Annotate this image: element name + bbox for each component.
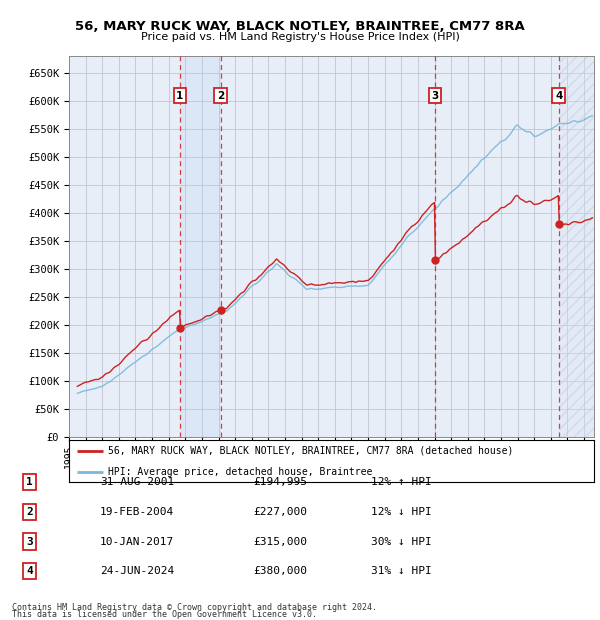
- Text: 30% ↓ HPI: 30% ↓ HPI: [371, 536, 431, 546]
- Text: Contains HM Land Registry data © Crown copyright and database right 2024.: Contains HM Land Registry data © Crown c…: [12, 603, 377, 612]
- Text: 31-AUG-2001: 31-AUG-2001: [100, 477, 175, 487]
- Text: 1: 1: [176, 91, 184, 101]
- Text: 10-JAN-2017: 10-JAN-2017: [100, 536, 175, 546]
- Text: £315,000: £315,000: [253, 536, 307, 546]
- Text: 31% ↓ HPI: 31% ↓ HPI: [371, 566, 431, 576]
- Text: This data is licensed under the Open Government Licence v3.0.: This data is licensed under the Open Gov…: [12, 609, 317, 619]
- Bar: [180, 56, 221, 437]
- Text: £227,000: £227,000: [253, 507, 307, 516]
- Text: 56, MARY RUCK WAY, BLACK NOTLEY, BRAINTREE, CM77 8RA (detached house): 56, MARY RUCK WAY, BLACK NOTLEY, BRAINTR…: [109, 446, 514, 456]
- Text: £380,000: £380,000: [253, 566, 307, 576]
- Text: HPI: Average price, detached house, Braintree: HPI: Average price, detached house, Brai…: [109, 467, 373, 477]
- Bar: [559, 56, 594, 437]
- Text: 4: 4: [555, 91, 562, 101]
- Text: 4: 4: [26, 566, 33, 576]
- Text: Price paid vs. HM Land Registry's House Price Index (HPI): Price paid vs. HM Land Registry's House …: [140, 32, 460, 42]
- Text: 1: 1: [26, 477, 33, 487]
- Text: 12% ↓ HPI: 12% ↓ HPI: [371, 507, 431, 516]
- Bar: [559, 56, 594, 437]
- Text: 19-FEB-2004: 19-FEB-2004: [100, 507, 175, 516]
- Text: £194,995: £194,995: [253, 477, 307, 487]
- Text: 12% ↑ HPI: 12% ↑ HPI: [371, 477, 431, 487]
- Text: 2: 2: [26, 507, 33, 516]
- Text: 2: 2: [217, 91, 224, 101]
- Text: 24-JUN-2024: 24-JUN-2024: [100, 566, 175, 576]
- Text: 56, MARY RUCK WAY, BLACK NOTLEY, BRAINTREE, CM77 8RA: 56, MARY RUCK WAY, BLACK NOTLEY, BRAINTR…: [75, 20, 525, 33]
- Text: 3: 3: [26, 536, 33, 546]
- Bar: [559, 56, 594, 437]
- Text: 3: 3: [431, 91, 439, 101]
